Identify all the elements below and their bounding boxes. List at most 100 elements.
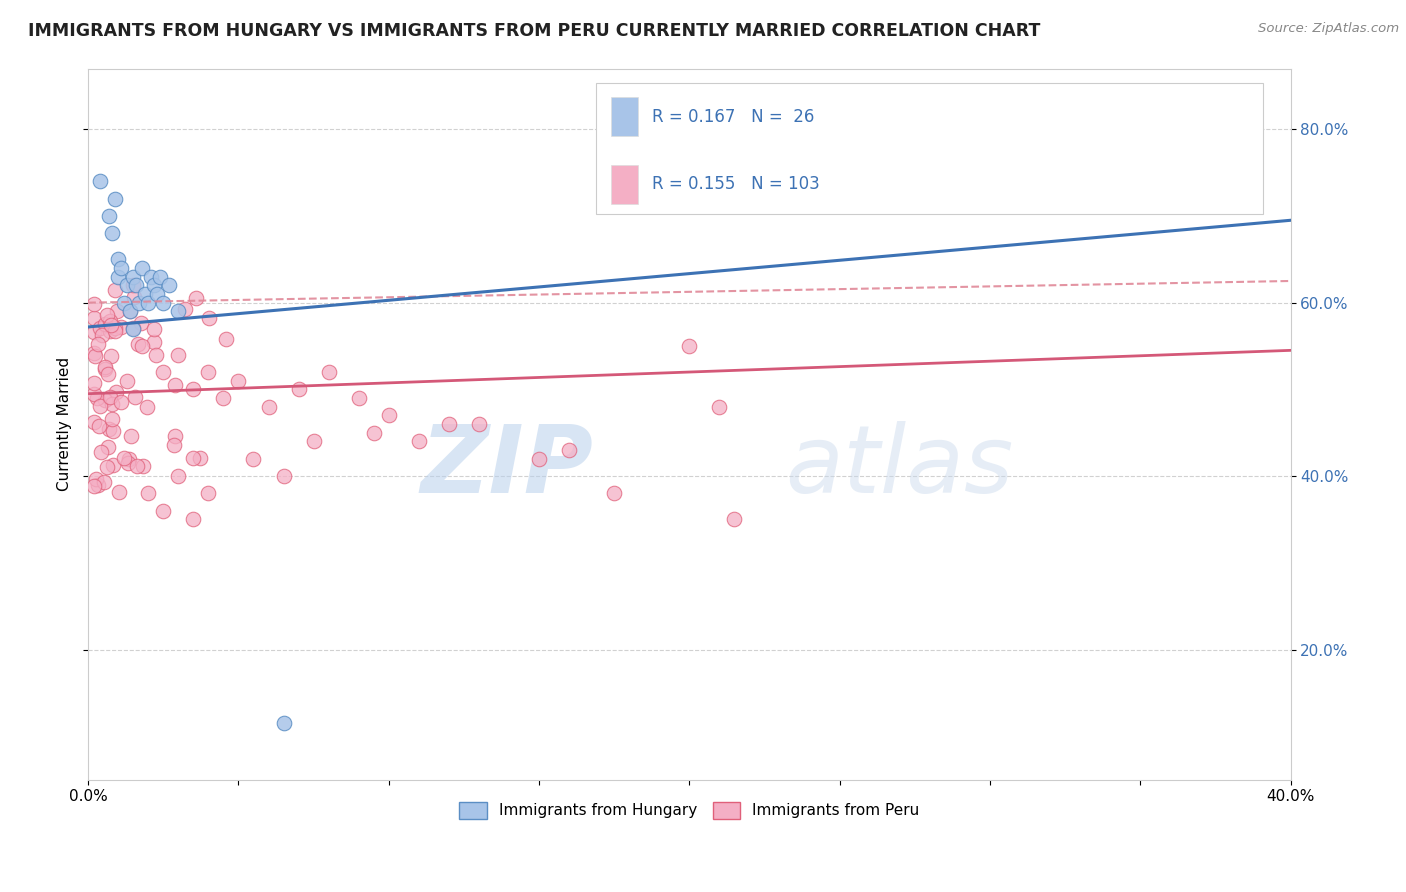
Point bbox=[98, 314, 121, 328]
Point bbox=[89, 320, 111, 334]
Point bbox=[994, 196, 1017, 211]
Point bbox=[678, 339, 700, 353]
Point bbox=[98, 422, 121, 436]
Point bbox=[83, 346, 105, 360]
Point bbox=[122, 321, 145, 335]
Point bbox=[98, 209, 121, 223]
Point bbox=[97, 440, 120, 454]
Point bbox=[89, 418, 111, 433]
Point bbox=[257, 400, 280, 414]
Point bbox=[83, 325, 105, 339]
Point bbox=[83, 311, 105, 326]
Point bbox=[131, 339, 153, 353]
Point bbox=[94, 393, 117, 408]
Y-axis label: Currently Married: Currently Married bbox=[58, 357, 72, 491]
Point bbox=[94, 359, 117, 374]
Point bbox=[124, 390, 146, 404]
Point bbox=[527, 451, 550, 466]
Point bbox=[120, 429, 142, 443]
Point bbox=[104, 284, 127, 298]
Point bbox=[83, 376, 105, 390]
Point bbox=[83, 415, 105, 429]
Point bbox=[136, 295, 159, 310]
Point bbox=[86, 391, 108, 405]
Point bbox=[145, 348, 167, 362]
Point bbox=[110, 319, 132, 334]
Text: Source: ZipAtlas.com: Source: ZipAtlas.com bbox=[1258, 22, 1399, 36]
Point bbox=[101, 227, 124, 241]
Point bbox=[98, 390, 121, 404]
Text: ZIP: ZIP bbox=[420, 421, 593, 513]
Text: R = 0.167   N =  26: R = 0.167 N = 26 bbox=[652, 108, 814, 126]
Point bbox=[94, 318, 117, 332]
Point bbox=[122, 278, 145, 293]
Point bbox=[101, 412, 124, 426]
Point bbox=[115, 278, 138, 293]
Point bbox=[110, 394, 132, 409]
Point bbox=[104, 320, 127, 334]
Point bbox=[125, 458, 148, 473]
Point bbox=[108, 485, 131, 500]
Point bbox=[122, 290, 145, 304]
Point bbox=[90, 445, 112, 459]
Point bbox=[121, 320, 143, 334]
Point bbox=[83, 297, 105, 311]
Point bbox=[128, 295, 150, 310]
Point bbox=[103, 458, 125, 472]
Point bbox=[132, 459, 155, 474]
Point bbox=[107, 252, 129, 267]
Point bbox=[273, 716, 295, 731]
Point bbox=[104, 324, 127, 338]
Point bbox=[104, 192, 127, 206]
Point bbox=[110, 260, 132, 275]
Point bbox=[378, 409, 401, 423]
Point bbox=[131, 260, 153, 275]
Point bbox=[107, 269, 129, 284]
Bar bbox=[612, 164, 638, 203]
Point bbox=[122, 269, 145, 284]
Point bbox=[302, 434, 325, 449]
Point bbox=[347, 391, 370, 405]
Point bbox=[89, 174, 111, 188]
Point bbox=[83, 387, 105, 401]
Point bbox=[136, 486, 159, 500]
Point bbox=[167, 348, 190, 362]
Point bbox=[97, 367, 120, 381]
Text: R = 0.155   N = 103: R = 0.155 N = 103 bbox=[652, 175, 820, 193]
Point bbox=[112, 295, 135, 310]
Point bbox=[87, 336, 110, 351]
Point bbox=[105, 385, 128, 400]
Text: IMMIGRANTS FROM HUNGARY VS IMMIGRANTS FROM PERU CURRENTLY MARRIED CORRELATION CH: IMMIGRANTS FROM HUNGARY VS IMMIGRANTS FR… bbox=[28, 22, 1040, 40]
Point bbox=[228, 374, 250, 388]
Point bbox=[212, 391, 235, 405]
Point bbox=[100, 349, 122, 363]
Point bbox=[190, 451, 212, 466]
Point bbox=[408, 434, 430, 449]
Point bbox=[129, 316, 152, 330]
Point bbox=[96, 459, 118, 474]
Point bbox=[723, 512, 745, 526]
Point bbox=[118, 304, 141, 318]
Point bbox=[93, 361, 115, 376]
Point bbox=[558, 443, 581, 458]
Point bbox=[152, 295, 174, 310]
Legend: Immigrants from Hungary, Immigrants from Peru: Immigrants from Hungary, Immigrants from… bbox=[453, 796, 925, 825]
Point bbox=[84, 349, 107, 363]
Point bbox=[186, 291, 208, 305]
Point bbox=[101, 424, 124, 438]
Point bbox=[149, 269, 172, 284]
Point bbox=[142, 334, 165, 349]
Point bbox=[127, 337, 149, 351]
Point bbox=[141, 269, 163, 284]
Point bbox=[115, 374, 138, 388]
Point bbox=[183, 512, 205, 526]
Point bbox=[100, 318, 122, 333]
Point bbox=[273, 469, 295, 483]
Point bbox=[162, 438, 184, 452]
Point bbox=[173, 301, 195, 316]
Point bbox=[215, 332, 238, 346]
Point bbox=[167, 469, 190, 483]
Point bbox=[93, 475, 115, 489]
Point bbox=[152, 504, 174, 518]
Point bbox=[86, 472, 108, 486]
